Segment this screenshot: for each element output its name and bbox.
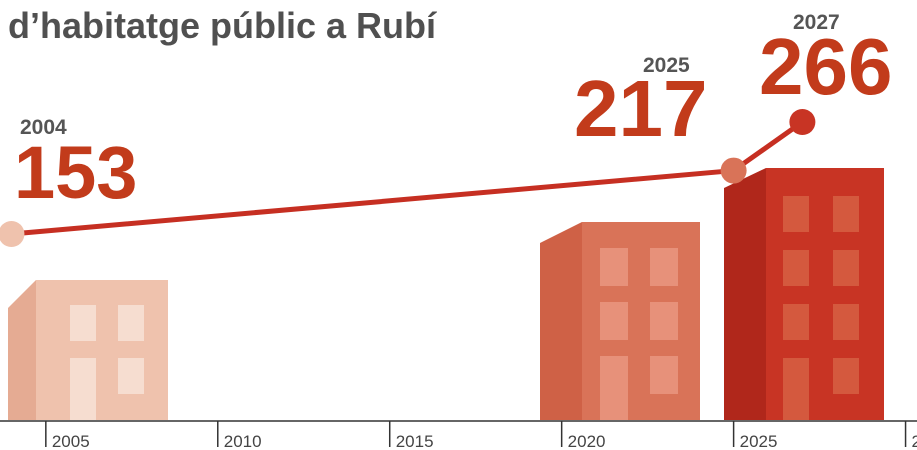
chart-title: d’habitatge públic a Rubí	[8, 5, 437, 46]
building-2004-illustration	[8, 280, 168, 420]
data-point-2004	[0, 221, 25, 247]
data-point-2027	[789, 109, 816, 135]
x-tick-label: 2025	[740, 432, 778, 450]
building-2027-illustration	[724, 168, 884, 420]
x-tick-label: 2020	[568, 432, 606, 450]
x-axis-ticks: 2005 2010 2015 2020 2025 2030	[45, 421, 917, 450]
value-label-2004: 153	[14, 131, 137, 214]
year-label-2027: 2027	[793, 11, 840, 34]
x-tick-label: 2010	[224, 432, 262, 450]
x-tick-label: 2005	[52, 432, 90, 450]
year-label-2025: 2025	[643, 54, 690, 77]
year-label-2004: 2004	[20, 116, 67, 139]
value-label-2027: 266	[759, 22, 892, 111]
x-tick-label: 2030	[912, 432, 917, 450]
value-label-2025: 217	[574, 64, 707, 153]
data-point-2025	[720, 157, 747, 184]
series-line-layer	[0, 109, 816, 247]
building-2025-illustration	[540, 222, 700, 420]
x-tick-label: 2015	[396, 432, 434, 450]
